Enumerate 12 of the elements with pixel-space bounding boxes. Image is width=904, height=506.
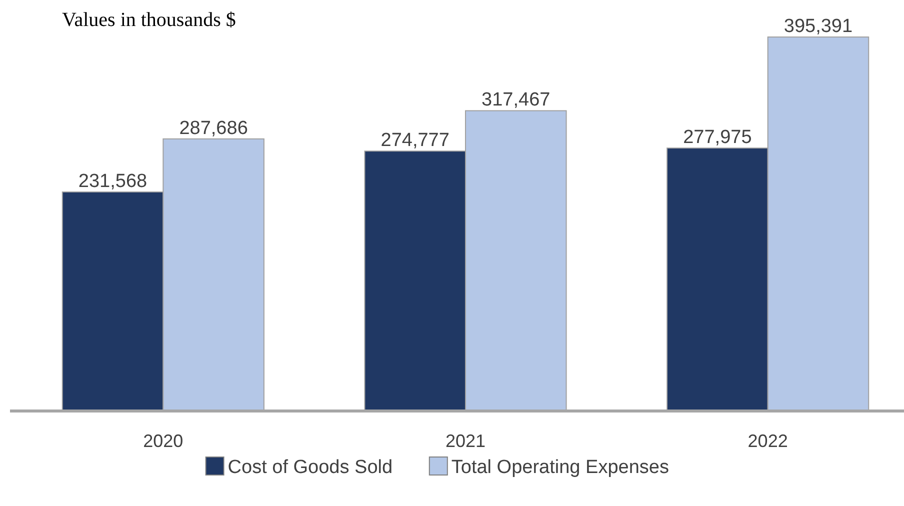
x-tick-label: 2020 [143,431,184,451]
data-label: 274,777 [380,130,450,152]
data-label: 231,568 [78,170,148,192]
data-label: 395,391 [784,16,853,37]
chart-title: Values in thousands $ [62,9,236,31]
legend-label: Cost of Goods Sold [228,457,393,478]
legend-label: Total Operating Expenses [451,457,669,478]
data-label: 287,686 [179,118,248,139]
data-label: 317,467 [482,90,550,111]
x-tick-label: 2021 [445,431,486,451]
data-label: 277,975 [683,127,752,148]
x-tick-label: 2022 [748,431,788,451]
